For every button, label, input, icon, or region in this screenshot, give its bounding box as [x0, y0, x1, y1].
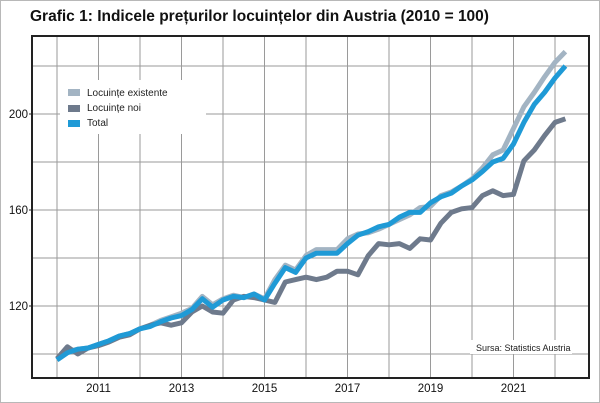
x-tick-label: 2011 — [86, 383, 111, 395]
legend-label-total: Total — [87, 118, 108, 129]
legend-background — [60, 80, 206, 134]
legend: Locuințe existente Locuințe noi Total — [60, 80, 206, 134]
legend-item-noi: Locuințe noi — [68, 103, 141, 114]
y-tick-label: 120 — [9, 301, 28, 313]
legend-label-existente: Locuințe existente — [87, 88, 168, 99]
chart-title: Grafic 1: Indicele prețurilor locuințelo… — [30, 8, 489, 25]
x-tick-label: 2013 — [169, 383, 195, 395]
legend-label-noi: Locuințe noi — [87, 103, 141, 114]
plot-border — [31, 35, 590, 379]
legend-item-existente: Locuințe existente — [68, 88, 168, 99]
legend-swatch-total — [68, 120, 80, 127]
axis-ticks: 120 160 200 2011 2013 2015 2017 2019 2021 — [9, 109, 526, 395]
legend-item-total: Total — [68, 118, 108, 129]
series-lines — [55, 49, 568, 363]
x-tick-label: 2021 — [501, 383, 527, 395]
x-tick-label: 2017 — [335, 383, 361, 395]
x-tick-label: 2015 — [252, 383, 278, 395]
y-tick-label: 160 — [9, 205, 28, 217]
y-tick-label: 200 — [9, 109, 28, 121]
x-tick-label: 2019 — [418, 383, 444, 395]
legend-swatch-noi — [68, 105, 80, 112]
legend-swatch-existente — [68, 89, 80, 96]
source-note: Sursa: Statistics Austria — [476, 343, 571, 353]
series-line-2 — [55, 64, 568, 363]
source-background — [470, 340, 572, 354]
